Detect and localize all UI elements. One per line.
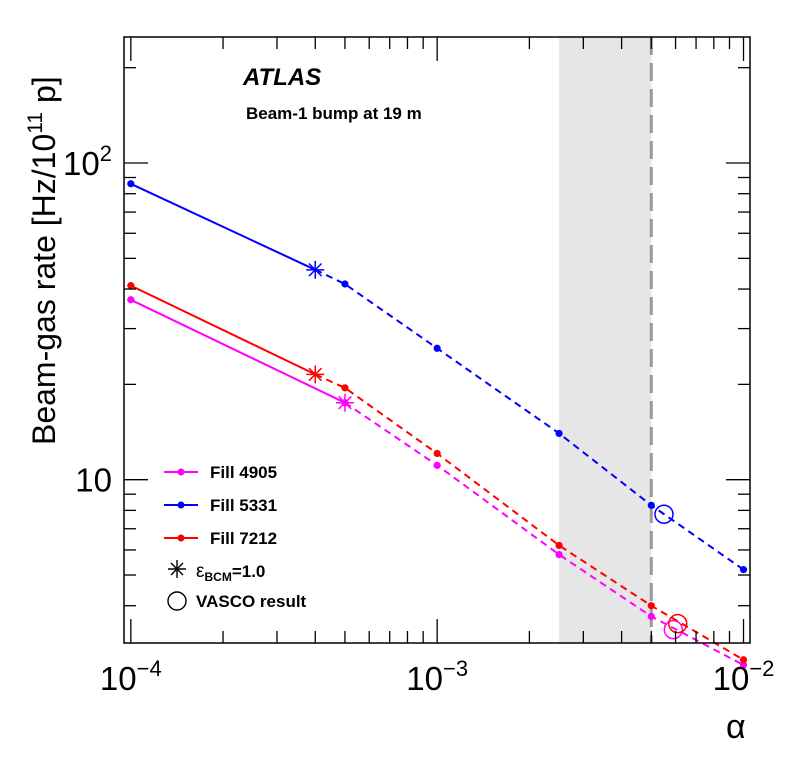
series-solid-line-fill-7212 [130,284,316,376]
vasco-result-marker-fill-4905 [663,619,684,640]
data-point-fill-5331 [433,344,441,352]
series-dashed-line-fill-5331 [314,268,745,571]
y-axis-label-main: Beam-gas rate [Hz/10 [26,134,62,445]
legend-label-epsilon: ε [196,561,205,582]
data-point-fill-7212 [341,384,349,392]
x-tick-label: 10−2 [713,656,775,697]
legend-label-bcm-subscript: BCM [204,570,231,584]
legend-star-marker [168,560,186,578]
legend-vasco-circle-marker [167,591,187,611]
series-fill-7212 [127,282,748,664]
series-solid-line-fill-5331 [130,182,316,271]
y-axis-label-exponent: 11 [24,112,47,134]
atlas-label: ATLAS [242,64,321,91]
data-point-fill-5331 [739,566,748,574]
data-point-fill-4905 [127,296,135,304]
series-dashed-line-fill-7212 [314,373,745,661]
data-point-fill-4905 [739,661,748,669]
y-tick-label: 102 [63,141,112,182]
legend-label-fill-5331: Fill 5331 [210,496,277,515]
y-tick-label-exponent: 2 [100,141,112,166]
y-axis-label-end: p] [26,76,62,112]
x-tick-label-base: 10 [713,660,750,697]
data-point-fill-7212 [555,541,563,550]
data-point-fill-5331 [341,280,349,288]
legend-marker-fill-4905 [177,468,185,476]
x-tick-label-exponent: −4 [137,656,162,681]
data-point-fill-5331 [647,501,655,509]
y-tick-label-base: 10 [75,462,112,499]
legend: Fill 4905 Fill 5331 Fill 7212 εBCM=1.0 V… [164,463,307,611]
shaded-band-layer [559,37,652,643]
data-point-fill-7212 [433,449,441,458]
data-point-fill-7212 [127,282,135,290]
data-point-fill-4905 [433,461,441,469]
bcm-star-marker-fill-5331 [306,260,325,279]
legend-label-vasco: VASCO result [196,592,307,611]
x-tick-label: 10−4 [100,656,162,697]
vasco-result-marker-fill-5331 [654,504,674,524]
x-tick-label-exponent: −3 [443,656,468,681]
x-tick-label: 10−3 [406,656,468,697]
series-solid-line-fill-4905 [130,298,346,404]
data-point-fill-5331 [555,429,563,438]
legend-marker-fill-5331 [177,501,185,509]
data-point-fill-5331 [127,180,135,188]
y-axis-label: Beam-gas rate [Hz/1011 p] [24,76,62,445]
x-tick-label-base: 10 [100,660,137,697]
x-axis-label: α [726,708,746,746]
legend-label-epsilon-value: =1.0 [232,562,266,581]
data-point-fill-7212 [739,656,748,664]
series-fill-5331 [127,180,748,574]
legend-marker-fill-7212 [177,534,185,542]
plot-frame [123,36,751,644]
y-tick-label-base: 10 [63,145,100,182]
y-tick-label: 10 [75,462,112,499]
chart-subtitle: Beam-1 bump at 19 m [246,104,422,123]
data-point-fill-4905 [647,612,655,621]
bcm-star-marker-fill-7212 [306,365,325,384]
x-tick-label-exponent: −2 [749,656,774,681]
vasco-result-marker-fill-7212 [667,613,688,634]
bcm-star-marker-fill-4905 [335,393,354,412]
x-tick-label-base: 10 [406,660,443,697]
shaded-band [559,37,652,643]
legend-label-fill-7212: Fill 7212 [210,529,277,548]
data-point-fill-7212 [647,602,655,610]
series-layer [127,180,748,669]
legend-label-fill-4905: Fill 4905 [210,463,277,482]
data-point-fill-4905 [555,551,563,559]
legend-label-epsilon-bcm: εBCM=1.0 [196,561,265,584]
series-fill-4905 [127,296,748,669]
